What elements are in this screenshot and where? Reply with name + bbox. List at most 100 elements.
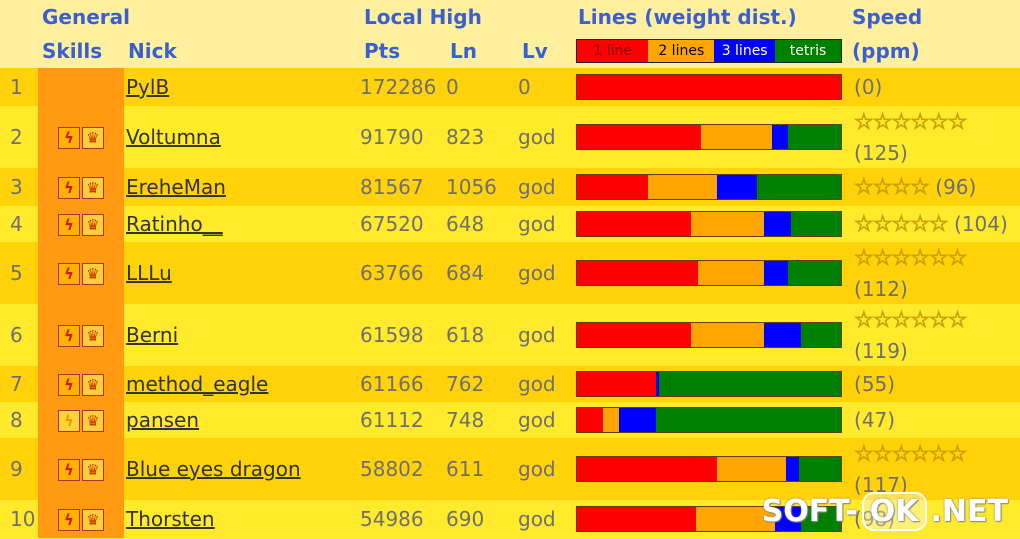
- header-row-columns: Skills Nick Pts Ln Lv 1 line 2 lines 3 lin…: [0, 34, 1020, 68]
- pts-cell: 67520: [360, 206, 446, 242]
- lightning-icon: ϟ: [58, 214, 80, 237]
- player-link[interactable]: EreheMan: [126, 175, 226, 199]
- lines-bar-cell: [574, 366, 849, 402]
- speed-cell: (47): [848, 402, 1020, 438]
- bar-segment: [577, 323, 691, 347]
- table-row: 7 ϟ ♛ method_eagle 61166 762 god (55): [0, 366, 1020, 402]
- rank-cell: 3: [0, 168, 38, 206]
- table-row: 4 ϟ ♛ Ratinho__ 67520 648 god ☆☆☆☆☆ (104): [0, 206, 1020, 242]
- skills-cell: ϟ ♛: [38, 438, 124, 500]
- speed-cell: ☆☆☆☆☆☆ (117): [848, 438, 1020, 500]
- lines-distribution-bar: [576, 371, 843, 397]
- speed-value: (47): [854, 407, 896, 432]
- bar-segment: [764, 212, 791, 236]
- header-general: General: [38, 0, 360, 34]
- speed-value: (0): [854, 74, 883, 99]
- speed-cell: (0): [848, 68, 1020, 106]
- header-nick: Nick: [124, 34, 360, 68]
- bar-segment: [695, 507, 776, 531]
- lines-distribution-bar: [576, 260, 843, 286]
- bar-segment: [648, 175, 717, 199]
- bar-segment: [764, 261, 789, 285]
- lv-cell: god: [518, 206, 575, 242]
- skills-cell: ϟ ♛: [38, 242, 124, 304]
- bar-segment: [801, 507, 841, 531]
- lines-distribution-bar: [576, 211, 843, 237]
- table-row: 10 ϟ ♛ Thorsten 54986 690 god (98): [0, 500, 1020, 538]
- skills-cell: ϟ ♛: [38, 366, 124, 402]
- pts-cell: 61598: [360, 304, 446, 366]
- ln-cell: 748: [446, 402, 518, 438]
- bar-segment: [798, 457, 841, 481]
- player-link[interactable]: LLLu: [126, 261, 172, 285]
- watermark-logo: SOFT- OK .NET: [761, 492, 1008, 531]
- lines-distribution-bar: [576, 322, 843, 348]
- bar-segment: [701, 125, 773, 149]
- nick-cell: Ratinho__: [124, 206, 360, 242]
- speed-value: (104): [954, 211, 1008, 236]
- lv-cell: god: [518, 304, 575, 366]
- player-link[interactable]: Blue eyes dragon: [126, 457, 301, 481]
- bar-segment: [577, 261, 699, 285]
- lv-cell: god: [518, 242, 575, 304]
- player-link[interactable]: pansen: [126, 408, 200, 432]
- bar-segment: [790, 212, 841, 236]
- speed-value: (96): [935, 174, 977, 199]
- bar-segment: [577, 372, 657, 396]
- bar-segment: [577, 125, 702, 149]
- ln-cell: 0: [446, 68, 518, 106]
- lightning-icon: ϟ: [58, 509, 80, 532]
- lines-bar-cell: [574, 68, 849, 106]
- player-link[interactable]: PylB: [126, 75, 170, 99]
- lines-bar-cell: [574, 168, 849, 206]
- lines-distribution-bar: [576, 174, 843, 200]
- bar-segment: [716, 457, 786, 481]
- player-link[interactable]: Voltumna: [126, 125, 221, 149]
- header-pts: Pts: [360, 34, 446, 68]
- lv-cell: god: [518, 366, 575, 402]
- bar-segment: [658, 372, 841, 396]
- star-rating-icon: ☆☆☆☆☆☆: [854, 245, 968, 271]
- player-link[interactable]: method_eagle: [126, 372, 269, 396]
- nick-cell: Thorsten: [124, 500, 360, 538]
- skills-cell: ϟ ♛: [38, 206, 124, 242]
- lightning-icon: ϟ: [58, 325, 80, 348]
- crown-icon: ♛: [82, 127, 104, 150]
- bar-segment: [577, 507, 696, 531]
- header-ln: Ln: [446, 34, 518, 68]
- skills-cell: ϟ ♛: [38, 402, 124, 438]
- bar-segment: [775, 507, 802, 531]
- nick-cell: EreheMan: [124, 168, 360, 206]
- crown-icon: ♛: [82, 214, 104, 237]
- player-link[interactable]: Ratinho__: [126, 212, 223, 236]
- bar-segment: [764, 323, 802, 347]
- speed-value: (119): [854, 338, 908, 363]
- bar-segment: [656, 408, 841, 432]
- table-row: 3 ϟ ♛ EreheMan 81567 1056 god ☆☆☆☆ (96): [0, 168, 1020, 206]
- legend-item: 3 lines: [714, 40, 776, 62]
- nick-cell: PylB: [124, 68, 360, 106]
- pts-cell: 91790: [360, 106, 446, 168]
- bar-segment: [690, 212, 765, 236]
- lv-cell: god: [518, 168, 575, 206]
- pts-cell: 61112: [360, 402, 446, 438]
- star-rating-icon: ☆☆☆☆☆☆: [854, 441, 968, 467]
- ln-cell: 690: [446, 500, 518, 538]
- speed-value: (55): [854, 371, 896, 396]
- ln-cell: 684: [446, 242, 518, 304]
- bar-segment: [756, 175, 841, 199]
- crown-icon: ♛: [82, 410, 104, 433]
- player-link[interactable]: Berni: [126, 323, 179, 347]
- speed-cell: ☆☆☆☆ (96): [848, 168, 1020, 206]
- skills-cell: [38, 68, 124, 106]
- nick-cell: Berni: [124, 304, 360, 366]
- crown-icon: ♛: [82, 374, 104, 397]
- player-link[interactable]: Thorsten: [126, 507, 215, 531]
- bar-segment: [656, 372, 659, 396]
- table-row: 1 PylB 172286 0 0 (0): [0, 68, 1020, 106]
- lines-bar-cell: [574, 438, 849, 500]
- skills-cell: ϟ ♛: [38, 304, 124, 366]
- speed-value: (125): [854, 140, 908, 165]
- star-rating-icon: ☆☆☆☆☆☆: [854, 109, 968, 135]
